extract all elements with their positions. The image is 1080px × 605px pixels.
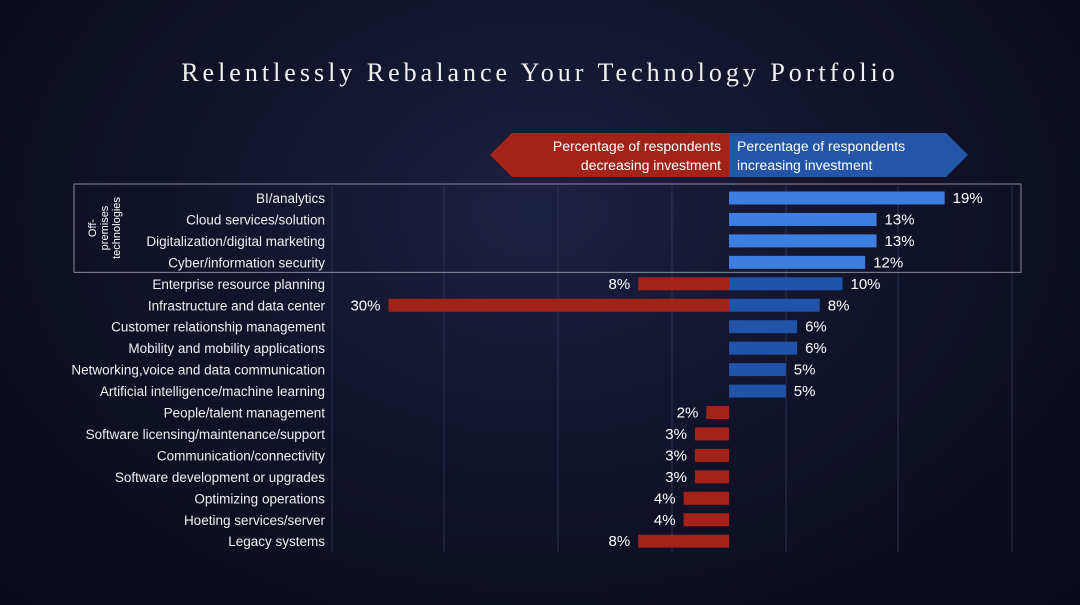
increase-value-label: 10% bbox=[851, 276, 881, 293]
decrease-value-label: 4% bbox=[654, 512, 676, 529]
category-label: Mobility and mobility applications bbox=[128, 341, 325, 356]
decrease-bar bbox=[683, 491, 729, 505]
category-label: Software development or upgrades bbox=[115, 470, 325, 485]
increase-value-label: 6% bbox=[805, 319, 827, 336]
increase-bar bbox=[729, 255, 866, 269]
increase-value-label: 12% bbox=[873, 254, 903, 271]
chart-title: Relentlessly Rebalance Your Technology P… bbox=[181, 58, 899, 87]
category-label: Digitalization/digital marketing bbox=[146, 234, 325, 249]
category-label: Networking,voice and data communication bbox=[71, 363, 325, 378]
increase-bar bbox=[729, 298, 820, 312]
increase-value-label: 8% bbox=[828, 297, 850, 314]
off-premises-group: Off-premisestechnologies bbox=[73, 183, 1022, 273]
increase-value-label: 5% bbox=[794, 383, 816, 400]
decrease-value-label: 8% bbox=[609, 276, 631, 293]
decrease-value-label: 3% bbox=[665, 426, 687, 443]
decrease-bar bbox=[388, 298, 729, 312]
category-label: Infrastructure and data center bbox=[148, 298, 326, 313]
labels: BI/analytics 19% Cloud services/solution 13… bbox=[71, 190, 982, 550]
decrease-value-label: 3% bbox=[665, 447, 687, 464]
bars bbox=[388, 191, 945, 548]
category-label: Communication/connectivity bbox=[157, 448, 325, 463]
decrease-bar bbox=[638, 277, 729, 291]
category-label: Optimizing operations bbox=[194, 491, 325, 506]
decrease-value-label: 2% bbox=[677, 405, 699, 422]
decrease-header-text: decreasing investment bbox=[581, 157, 721, 173]
category-label: Artificial intelligence/machine learning bbox=[100, 384, 325, 399]
increase-bar bbox=[729, 277, 843, 291]
increase-value-label: 13% bbox=[885, 233, 915, 250]
category-label: Customer relationship management bbox=[111, 320, 325, 335]
increase-header-text: Percentage of respondents bbox=[737, 138, 905, 154]
increase-header-arrow bbox=[729, 133, 968, 177]
increase-value-label: 13% bbox=[885, 211, 915, 228]
decrease-header-arrow bbox=[490, 133, 729, 177]
decrease-value-label: 30% bbox=[350, 297, 380, 314]
increase-bar bbox=[729, 363, 786, 377]
decrease-value-label: 4% bbox=[654, 490, 676, 507]
increase-bar bbox=[729, 384, 786, 398]
category-label: People/talent management bbox=[164, 406, 326, 421]
decrease-bar bbox=[694, 448, 729, 462]
increase-value-label: 6% bbox=[805, 340, 827, 357]
off-premises-box bbox=[73, 183, 1022, 273]
increase-bar bbox=[729, 341, 798, 355]
increase-value-label: 19% bbox=[953, 190, 983, 207]
increase-bar bbox=[729, 191, 945, 205]
category-label: BI/analytics bbox=[256, 191, 325, 206]
category-label: Software licensing/maintenance/support bbox=[86, 427, 326, 442]
off-premises-label: Off-premisestechnologies bbox=[87, 197, 123, 259]
increase-bar bbox=[729, 212, 877, 226]
category-label: Cyber/information security bbox=[168, 255, 325, 270]
increase-value-label: 5% bbox=[794, 362, 816, 379]
gridlines bbox=[331, 186, 1013, 552]
decrease-value-label: 8% bbox=[609, 533, 631, 550]
decrease-bar bbox=[638, 534, 729, 548]
category-label: Hoeting services/server bbox=[184, 513, 326, 528]
decrease-value-label: 3% bbox=[665, 469, 687, 486]
category-label: Enterprise resource planning bbox=[152, 277, 325, 292]
decrease-bar bbox=[706, 406, 729, 419]
category-label: Cloud services/solution bbox=[186, 212, 325, 227]
category-label: Legacy systems bbox=[228, 534, 325, 549]
decrease-bar bbox=[694, 470, 729, 484]
decrease-bar bbox=[683, 513, 729, 527]
increase-header-text: increasing investment bbox=[737, 157, 873, 173]
increase-bar bbox=[729, 320, 798, 334]
column-headers: Percentage of respondents decreasing inve… bbox=[490, 133, 968, 177]
decrease-bar bbox=[694, 427, 729, 441]
increase-bar bbox=[729, 234, 877, 248]
decrease-header-text: Percentage of respondents bbox=[553, 138, 721, 154]
